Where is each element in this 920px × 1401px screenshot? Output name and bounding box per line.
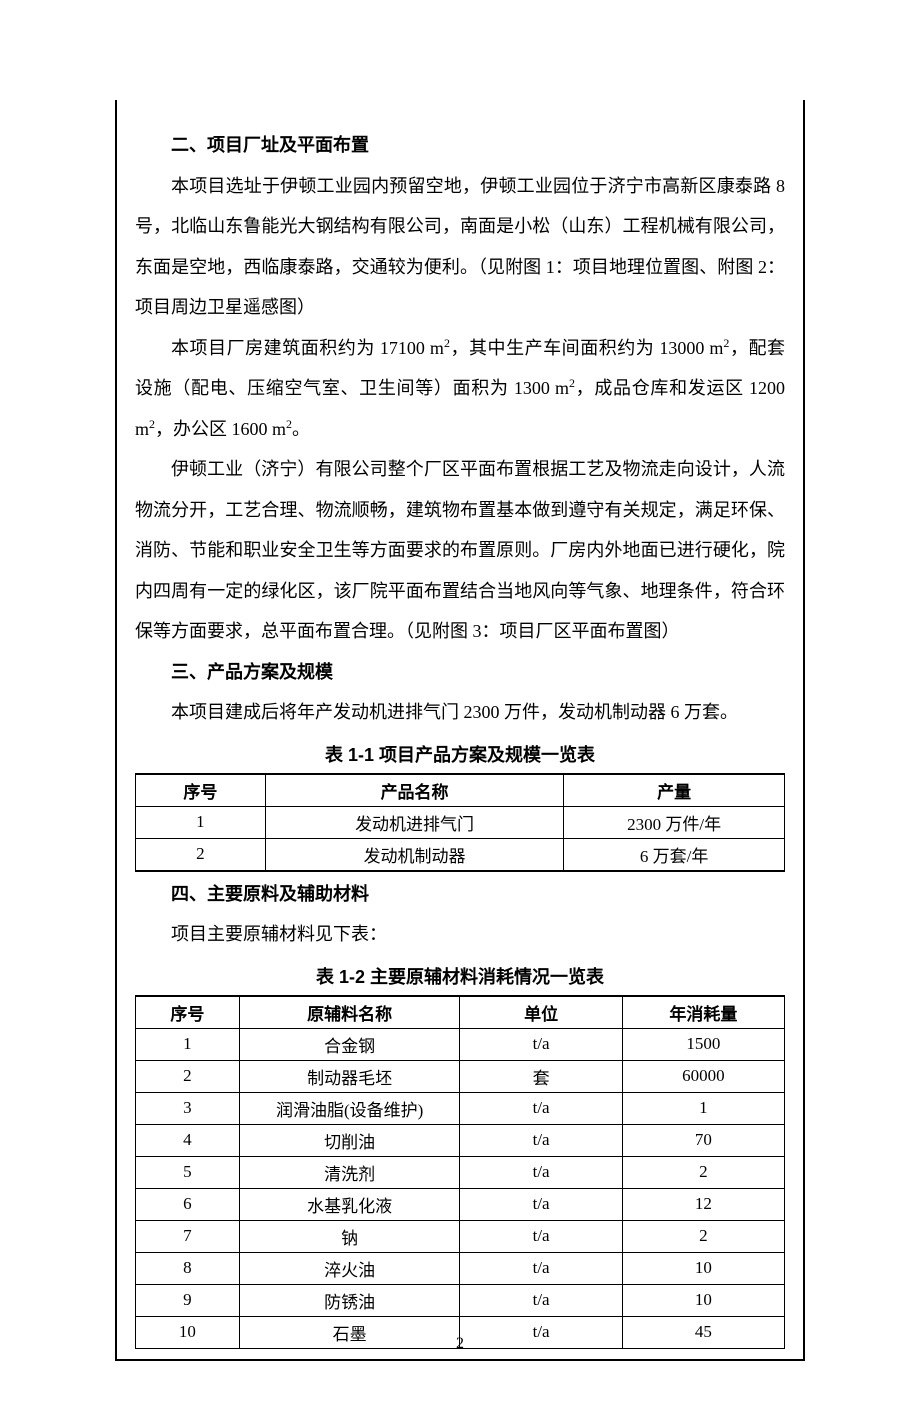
table-cell: 合金钢 (239, 1028, 460, 1060)
section-2-p3: 伊顿工业（济宁）有限公司整个厂区平面布置根据工艺及物流走向设计，人流物流分开，工… (135, 449, 785, 652)
table-1-1-caption: 表 1-1 项目产品方案及规模一览表 (135, 737, 785, 773)
table-cell: 6 万套/年 (564, 838, 785, 871)
table-cell: 6 (136, 1188, 240, 1220)
t1-h0: 序号 (136, 774, 266, 807)
table-cell: 2 (136, 838, 266, 871)
section-4-heading: 四、主要原料及辅助材料 (135, 874, 785, 915)
content-frame: 二、项目厂址及平面布置 本项目选址于伊顿工业园内预留空地，伊顿工业园位于济宁市高… (115, 100, 805, 1361)
t2-h0: 序号 (136, 996, 240, 1029)
table-1-2: 序号 原辅料名称 单位 年消耗量 1合金钢t/a15002制动器毛坯套60000… (135, 995, 785, 1349)
p2-text-b: ，其中生产车间面积约为 13000 m (450, 338, 723, 358)
table-cell: t/a (460, 1156, 622, 1188)
table-cell: 12 (622, 1188, 784, 1220)
section-4-p1: 项目主要原辅材料见下表： (135, 914, 785, 955)
table-row: 7钠t/a2 (136, 1220, 785, 1252)
table-cell: 2300 万件/年 (564, 806, 785, 838)
table-cell: t/a (460, 1220, 622, 1252)
table-cell: t/a (460, 1252, 622, 1284)
table-cell: 3 (136, 1092, 240, 1124)
table-row: 4切削油t/a70 (136, 1124, 785, 1156)
t2-h1: 原辅料名称 (239, 996, 460, 1029)
table-cell: 10 (622, 1252, 784, 1284)
table-row: 1合金钢t/a1500 (136, 1028, 785, 1060)
table-cell: 7 (136, 1220, 240, 1252)
table-cell: 1 (622, 1092, 784, 1124)
p2-text-f: 。 (292, 419, 310, 439)
p2-text-e: ，办公区 1600 m (155, 419, 286, 439)
table-cell: 水基乳化液 (239, 1188, 460, 1220)
table-cell: 60000 (622, 1060, 784, 1092)
table-cell: 淬火油 (239, 1252, 460, 1284)
section-3-heading: 三、产品方案及规模 (135, 652, 785, 693)
table-cell: 套 (460, 1060, 622, 1092)
table-row: 3润滑油脂(设备维护)t/a1 (136, 1092, 785, 1124)
p2-text-a: 本项目厂房建筑面积约为 17100 m (171, 338, 444, 358)
table-cell: 1500 (622, 1028, 784, 1060)
table-cell: t/a (460, 1028, 622, 1060)
table-cell: 5 (136, 1156, 240, 1188)
table-row: 2发动机制动器6 万套/年 (136, 838, 785, 871)
document-page: 二、项目厂址及平面布置 本项目选址于伊顿工业园内预留空地，伊顿工业园位于济宁市高… (0, 0, 920, 1401)
content-inner: 二、项目厂址及平面布置 本项目选址于伊顿工业园内预留空地，伊顿工业园位于济宁市高… (117, 100, 803, 1349)
table-cell: 防锈油 (239, 1284, 460, 1316)
table-cell: 4 (136, 1124, 240, 1156)
table-1-2-caption: 表 1-2 主要原辅材料消耗情况一览表 (135, 959, 785, 995)
table-cell: 10 (622, 1284, 784, 1316)
table-cell: 2 (136, 1060, 240, 1092)
table-header-row: 序号 原辅料名称 单位 年消耗量 (136, 996, 785, 1029)
table-cell: 9 (136, 1284, 240, 1316)
table-cell: 2 (622, 1220, 784, 1252)
t2-h3: 年消耗量 (622, 996, 784, 1029)
table-cell: t/a (460, 1092, 622, 1124)
table-cell: 发动机制动器 (265, 838, 564, 871)
t1-h2: 产量 (564, 774, 785, 807)
table-cell: t/a (460, 1188, 622, 1220)
table-cell: 切削油 (239, 1124, 460, 1156)
table-cell: 润滑油脂(设备维护) (239, 1092, 460, 1124)
table-cell: t/a (460, 1124, 622, 1156)
section-3-p1: 本项目建成后将年产发动机进排气门 2300 万件，发动机制动器 6 万套。 (135, 692, 785, 733)
table-row: 6水基乳化液t/a12 (136, 1188, 785, 1220)
section-2-p2: 本项目厂房建筑面积约为 17100 m2，其中生产车间面积约为 13000 m2… (135, 328, 785, 450)
table-cell: 发动机进排气门 (265, 806, 564, 838)
t1-h1: 产品名称 (265, 774, 564, 807)
table-row: 9防锈油t/a10 (136, 1284, 785, 1316)
table-cell: 制动器毛坯 (239, 1060, 460, 1092)
table-row: 8淬火油t/a10 (136, 1252, 785, 1284)
section-2-p1: 本项目选址于伊顿工业园内预留空地，伊顿工业园位于济宁市高新区康泰路 8 号，北临… (135, 166, 785, 328)
section-2-heading: 二、项目厂址及平面布置 (135, 125, 785, 166)
table-cell: 2 (622, 1156, 784, 1188)
table-cell: 1 (136, 806, 266, 838)
table-header-row: 序号 产品名称 产量 (136, 774, 785, 807)
t1-body: 1发动机进排气门2300 万件/年2发动机制动器6 万套/年 (136, 806, 785, 871)
table-cell: 8 (136, 1252, 240, 1284)
table-1-1: 序号 产品名称 产量 1发动机进排气门2300 万件/年2发动机制动器6 万套/… (135, 773, 785, 872)
table-cell: 钠 (239, 1220, 460, 1252)
table-row: 5清洗剂t/a2 (136, 1156, 785, 1188)
table-cell: t/a (460, 1284, 622, 1316)
t2-h2: 单位 (460, 996, 622, 1029)
table-cell: 清洗剂 (239, 1156, 460, 1188)
table-row: 1发动机进排气门2300 万件/年 (136, 806, 785, 838)
page-number: 2 (0, 1335, 920, 1353)
table-row: 2制动器毛坯套60000 (136, 1060, 785, 1092)
t2-body: 1合金钢t/a15002制动器毛坯套600003润滑油脂(设备维护)t/a14切… (136, 1028, 785, 1348)
table-cell: 1 (136, 1028, 240, 1060)
table-cell: 70 (622, 1124, 784, 1156)
